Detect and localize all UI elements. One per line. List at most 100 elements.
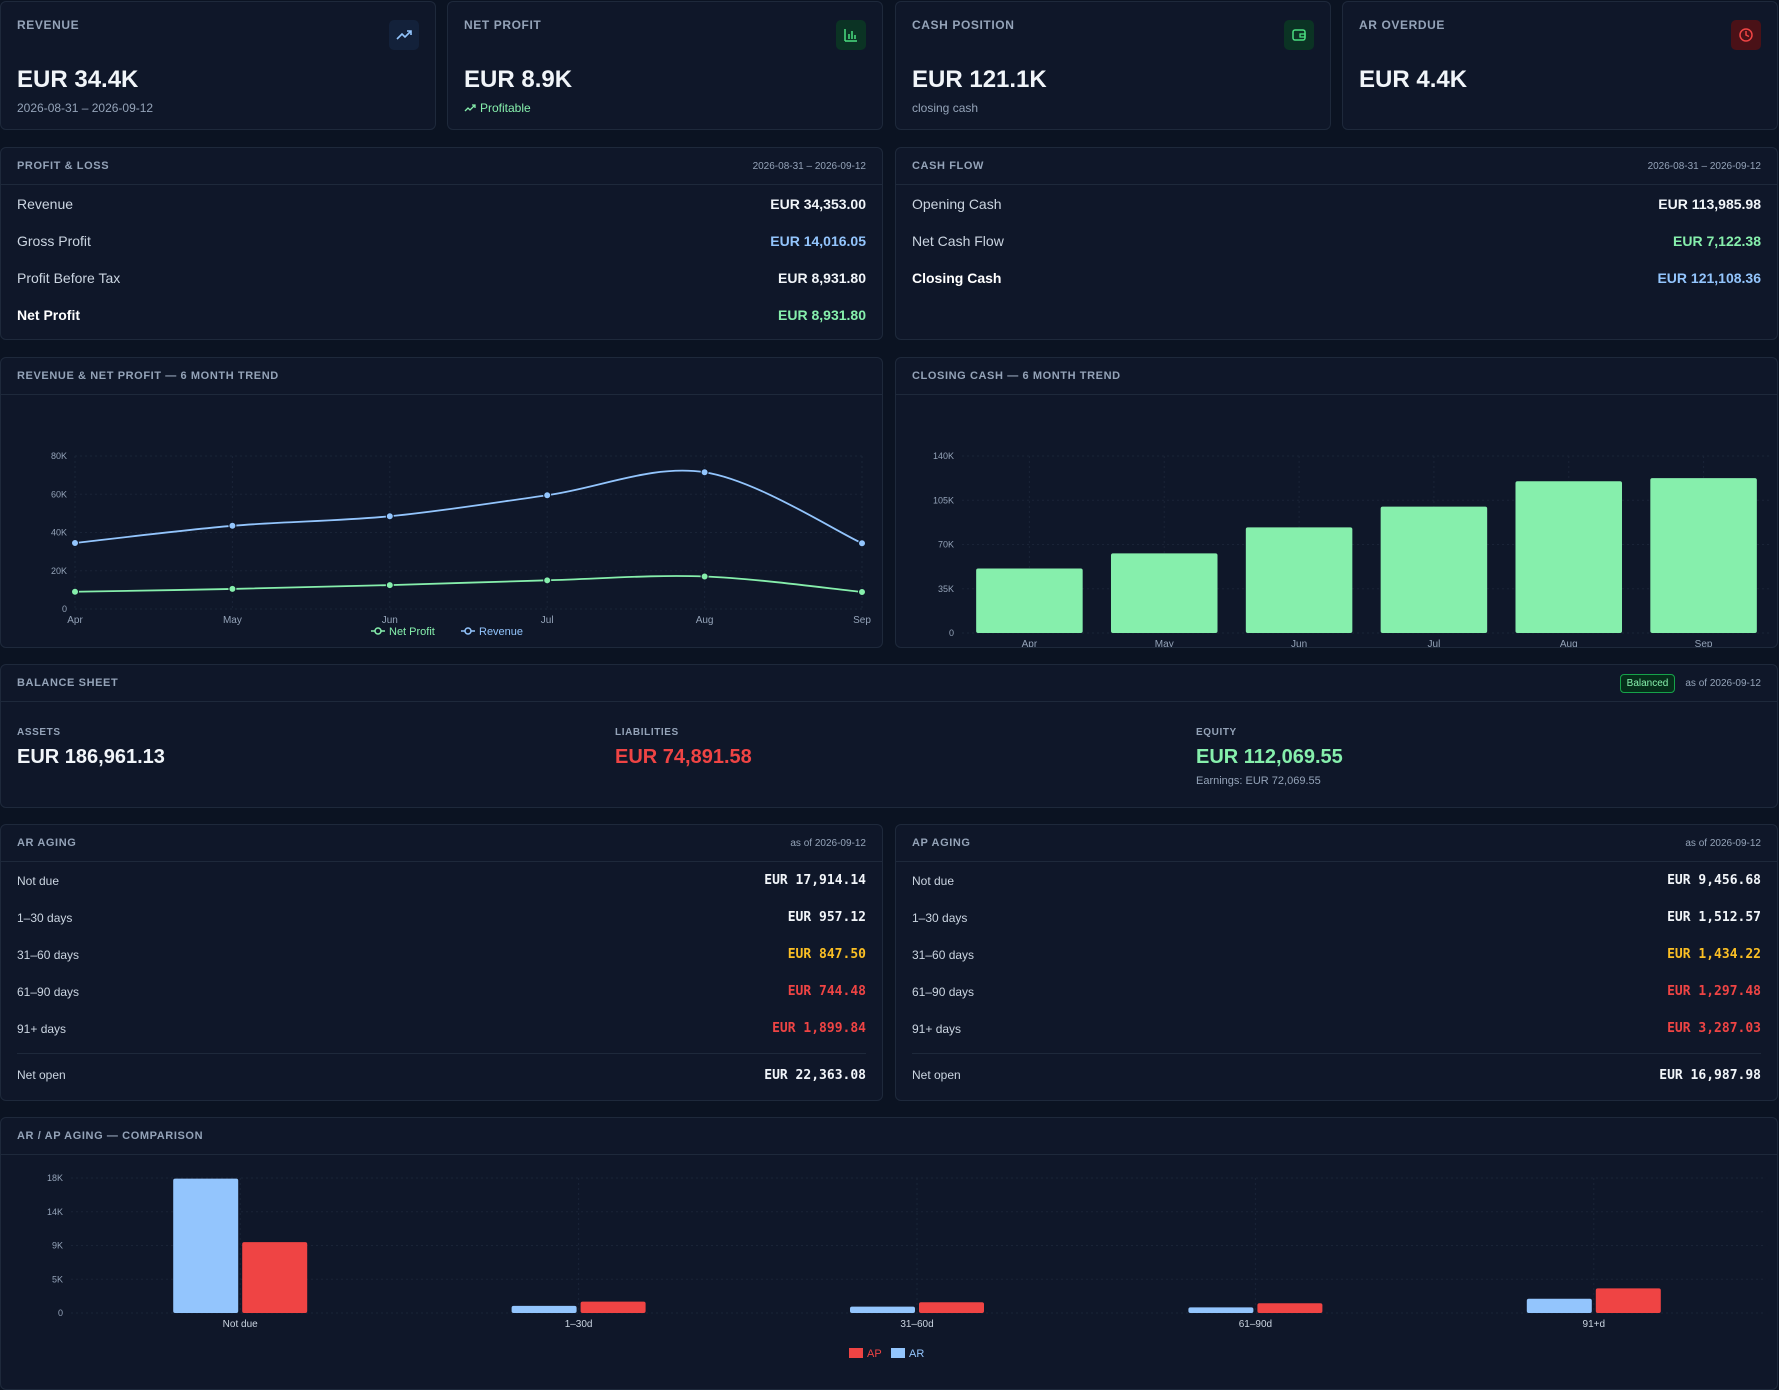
bar-apr	[976, 568, 1083, 633]
closing-cash-card: CLOSING CASH — 6 MONTH TREND 0 35K 70K 105K…	[895, 357, 1778, 648]
row-value: EUR 16,987.98	[1659, 1067, 1761, 1083]
aging-row: 1–30 days EUR 957.12	[1, 899, 882, 936]
y-tick-label: 0	[949, 628, 954, 638]
kpi-label: AR OVERDUE	[1359, 18, 1446, 32]
kpi-value: EUR 8.9K	[464, 66, 573, 93]
kpi-ar-overdue-card: AR OVERDUE EUR 4.4K	[1342, 1, 1778, 130]
row-label: 31–60 days	[912, 947, 975, 962]
y-tick-label: 14K	[47, 1207, 63, 1217]
pnl-row-net-profit: Net Profit EUR 8,931.80	[1, 296, 882, 333]
wallet-icon	[1284, 20, 1314, 50]
x-tick-label: Aug	[1560, 639, 1578, 647]
kpi-revenue-card: REVENUE EUR 34.4K 2026-08-31 – 2026-09-1…	[0, 1, 436, 130]
aging-row: 91+ days EUR 1,899.84	[1, 1010, 882, 1047]
row-label: Net Cash Flow	[912, 232, 1004, 249]
bar-ap	[1257, 1303, 1323, 1313]
row-label: Gross Profit	[17, 232, 91, 249]
bar-ar	[173, 1178, 239, 1313]
aging-row: 31–60 days EUR 847.50	[1, 936, 882, 973]
bar-ar	[511, 1305, 577, 1313]
bar-ap	[242, 1242, 308, 1313]
net-open-row: Net open EUR 22,363.08	[1, 1054, 882, 1096]
x-tick-label: Apr	[1022, 639, 1038, 647]
data-point	[543, 576, 552, 585]
row-label: 31–60 days	[17, 947, 80, 962]
liabilities-label: LIABILITIES	[615, 727, 679, 738]
x-tick-label: 1–30d	[565, 1319, 593, 1330]
equity-block: EQUITY EUR 112,069.55 Earnings: EUR 72,0…	[1196, 727, 1343, 787]
trending-up-icon	[464, 104, 476, 112]
x-tick-label: Apr	[67, 615, 83, 626]
data-point	[543, 491, 552, 500]
kpi-sub-text: Profitable	[480, 101, 531, 115]
data-point	[385, 581, 394, 590]
row-label: Not due	[912, 873, 955, 888]
data-point	[700, 468, 709, 477]
x-tick-label: Jun	[1291, 639, 1307, 647]
y-tick-label: 0	[58, 1308, 63, 1318]
data-point	[700, 572, 709, 581]
y-tick-label: 20K	[51, 566, 67, 576]
row-label: 61–90 days	[912, 984, 975, 999]
data-point	[858, 587, 866, 596]
revenue-trend-chart: 0 20K 40K 60K 80K Apr May Jun Jul Aug Sep Net Profi…	[51, 451, 871, 638]
card-title: AP AGING	[912, 837, 971, 849]
kpi-value: EUR 4.4K	[1359, 66, 1468, 93]
card-title: CASH FLOW	[912, 160, 985, 172]
row-value: EUR 957.12	[787, 910, 866, 925]
pnl-row-revenue: Revenue EUR 34,353.00	[1, 185, 882, 222]
revenue-trend-card: REVENUE & NET PROFIT — 6 MONTH TREND 0 20…	[0, 357, 883, 648]
pnl-row-profit-before-tax: Profit Before Tax EUR 8,931.80	[1, 259, 882, 296]
bar-may	[1110, 553, 1218, 633]
row-value: EUR 3,287.03	[1667, 1021, 1761, 1036]
legend-marker	[464, 627, 472, 635]
y-tick-label: 0	[62, 604, 67, 614]
bar-chart-icon	[836, 20, 866, 50]
x-tick-label: Jul	[1428, 639, 1441, 647]
kpi-net-profit-card: NET PROFIT EUR 8.9K Profitable	[447, 1, 883, 130]
bar-ap	[919, 1302, 984, 1313]
row-value: EUR 34,353.00	[770, 195, 866, 212]
trending-up-icon	[389, 20, 419, 50]
equity-label: EQUITY	[1196, 727, 1237, 738]
bar-aug	[1515, 481, 1623, 633]
row-label: Net open	[912, 1068, 961, 1082]
date-range: 2026-08-31 – 2026-09-12	[1647, 160, 1761, 172]
row-label: Revenue	[17, 195, 74, 212]
net-open-row: Net open EUR 16,987.98	[896, 1054, 1777, 1096]
liabilities-value: EUR 74,891.58	[615, 746, 752, 768]
cf-row-opening-cash: Opening Cash EUR 113,985.98	[896, 185, 1777, 222]
y-tick-label: 60K	[51, 489, 67, 499]
data-point	[228, 584, 237, 593]
y-tick-label: 35K	[938, 584, 954, 594]
assets-value: EUR 186,961.13	[17, 746, 165, 768]
kpi-label: CASH POSITION	[912, 18, 1015, 32]
row-label: Net open	[17, 1068, 66, 1082]
row-label: 1–30 days	[912, 910, 968, 925]
row-value: EUR 1,297.48	[1667, 984, 1761, 999]
bar-ar	[1526, 1298, 1592, 1313]
row-value: EUR 744.48	[787, 984, 866, 999]
cf-row-net-cash-flow: Net Cash Flow EUR 7,122.38	[896, 222, 1777, 259]
legend-swatch	[891, 1348, 905, 1358]
row-value: EUR 1,434.22	[1667, 947, 1761, 962]
bar-ar	[850, 1306, 915, 1313]
row-value: EUR 113,985.98	[1658, 195, 1761, 212]
row-value: EUR 7,122.38	[1673, 232, 1761, 249]
y-tick-label: 80K	[51, 451, 67, 461]
series-line-net-profit	[74, 575, 863, 593]
bar-sep	[1650, 478, 1757, 633]
legend-label: Revenue	[479, 626, 523, 638]
date-range: 2026-08-31 – 2026-09-12	[752, 160, 866, 172]
card-title: AR / AP AGING — COMPARISON	[17, 1130, 204, 1142]
ap-aging-card: AP AGING as of 2026-09-12 Not due EUR 9,4…	[895, 824, 1778, 1101]
clock-icon	[1731, 20, 1761, 50]
row-label: Net Profit	[17, 306, 80, 323]
legend-label: AR	[909, 1348, 924, 1360]
card-title: CLOSING CASH — 6 MONTH TREND	[912, 370, 1121, 382]
equity-value: EUR 112,069.55	[1196, 746, 1343, 768]
x-tick-label: Jun	[382, 615, 398, 626]
ar-aging-card: AR AGING as of 2026-09-12 Not due EUR 17,…	[0, 824, 883, 1101]
pnl-row-gross-profit: Gross Profit EUR 14,016.05	[1, 222, 882, 259]
x-tick-label: Not due	[223, 1319, 258, 1330]
